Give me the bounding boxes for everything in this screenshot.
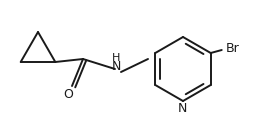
Text: O: O [63,88,73,100]
Text: N: N [111,60,121,73]
Text: Br: Br [226,42,240,55]
Text: N: N [177,103,187,115]
Text: H: H [112,53,120,63]
